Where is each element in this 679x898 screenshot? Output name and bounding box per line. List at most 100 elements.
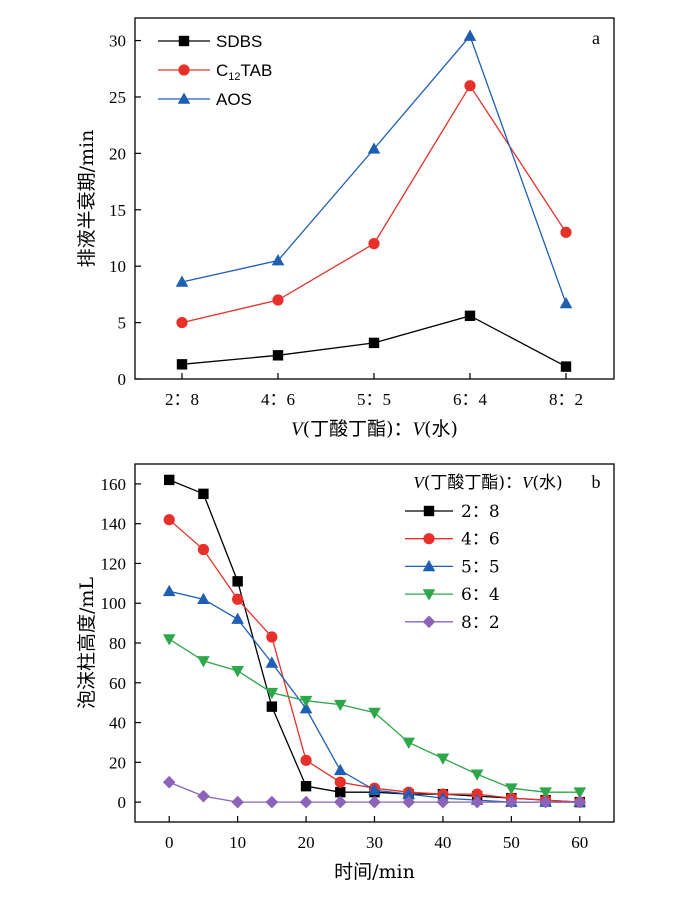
data-point-b [368,707,381,720]
data-point-b [368,795,381,809]
data-point-b [436,795,450,809]
legend-marker-b [423,533,435,545]
data-point-b [162,775,176,789]
data-point-b [232,576,243,587]
y-tick-label-b: 140 [101,515,127,534]
x-tick-label-a: 2：8 [165,390,199,409]
series-b-8：2 [162,775,587,809]
legend-marker-b [422,615,436,629]
data-point-a [464,310,476,322]
data-point-a [176,359,188,370]
x-tick-label-a: 4：6 [261,390,295,409]
data-point-b [299,702,313,714]
data-point-a [463,29,477,41]
data-point-b [299,795,313,809]
series-a-AOS [175,29,573,309]
y-tick-label-a: 25 [109,88,126,107]
data-point-b [505,783,518,795]
legend-label-b: 6：4 [461,585,500,605]
chart-a: 0 5 10 15 20 25 30 2：8 4：6 5：5 6：4 8：2 V(丁酸丁酯)：V(水) 排… [76,17,615,440]
data-point-a [368,238,380,250]
data-point-a [367,142,381,154]
x-tick-label-a: 6：4 [453,390,487,409]
data-point-b [333,763,347,776]
data-point-b [436,753,450,765]
chart-b: 0 20 40 60 80 100 120 140 160 0 10 20 30 40 50 60 时间/min… [76,463,615,883]
data-point-b [162,584,176,597]
data-point-a [560,361,572,372]
data-point-b [163,514,175,526]
legend-label-b: 4：6 [461,530,500,550]
series-b-2：8 [164,474,585,808]
data-point-b [402,737,416,749]
y-tick-label-b: 80 [109,634,126,653]
data-point-b [231,666,244,678]
series-line-b [168,479,580,803]
data-point-b [265,656,279,668]
legend-label-b: 8：2 [461,613,500,633]
data-point-a [464,80,476,92]
legend-b: V(丁酸丁酯)：V(水) 2：8 4：6 5：5 6：4 8：2 [405,473,563,633]
series-b-6：4 [162,634,587,799]
data-point-a [271,254,285,266]
y-tick-label-b: 60 [109,674,126,693]
data-point-a [175,275,189,287]
data-point-b [266,631,278,643]
series-a-SDBS [176,310,572,372]
data-point-b [197,656,210,668]
x-tick-label-b: 30 [366,833,383,852]
data-point-b [299,695,313,708]
data-point-b [265,687,279,700]
data-point-a [272,350,284,361]
data-point-b [300,781,312,792]
y-axis-label-b: 泡沫柱高度/mL [76,577,98,709]
x-tick-label-a: 5：5 [357,390,391,409]
legend-marker-b [422,559,436,572]
data-point-b [265,795,279,809]
data-point-b [164,474,175,486]
x-tick-label-b: 60 [571,833,588,852]
legend-marker-a [178,64,190,76]
y-tick-label-b: 100 [101,594,127,613]
data-point-b [197,789,210,803]
y-tick-label-a: 20 [109,144,126,163]
panel-label-b: b [592,472,601,492]
y-tick-label-a: 15 [109,201,126,220]
x-tick-label-b: 50 [503,833,520,852]
panel-label-a: a [592,28,600,48]
legend-label-a: C12TAB [216,61,272,83]
x-axis-label-a: V(丁酸丁酯)：V(水) [291,418,458,440]
x-tick-label-b: 40 [434,833,451,852]
series-line-a [181,84,567,324]
data-point-b [232,593,244,605]
data-point-b [505,795,518,809]
y-tick-label-b: 20 [109,753,126,772]
data-point-a [272,294,284,306]
legend-marker-b [423,505,435,517]
data-point-b [573,787,587,799]
legend-marker-a [178,35,190,47]
y-axis-label-a: 排液半衰期/min [76,130,98,268]
data-point-b [470,769,484,781]
data-point-b [539,787,552,799]
series-line-b [168,519,580,803]
data-point-b [539,795,552,809]
data-point-a [560,226,572,238]
legend-label-b: 5：5 [461,557,500,577]
series-a-C12TAB [176,80,572,329]
legend-label-a: AOS [216,90,252,109]
data-point-b [402,787,416,799]
data-point-b [334,776,346,788]
data-point-b [162,634,176,646]
series-b-4：6 [163,514,586,808]
data-point-b [402,795,416,809]
data-point-b [197,543,210,556]
y-tick-label-b: 120 [101,554,127,573]
x-tick-label-a: 8：2 [549,390,583,409]
legend-marker-b [422,589,436,601]
series-line-b [169,590,580,803]
data-point-b [333,699,347,712]
x-tick-label-b: 0 [165,833,174,852]
data-point-a [559,296,573,309]
plot-frame-b [134,463,615,823]
